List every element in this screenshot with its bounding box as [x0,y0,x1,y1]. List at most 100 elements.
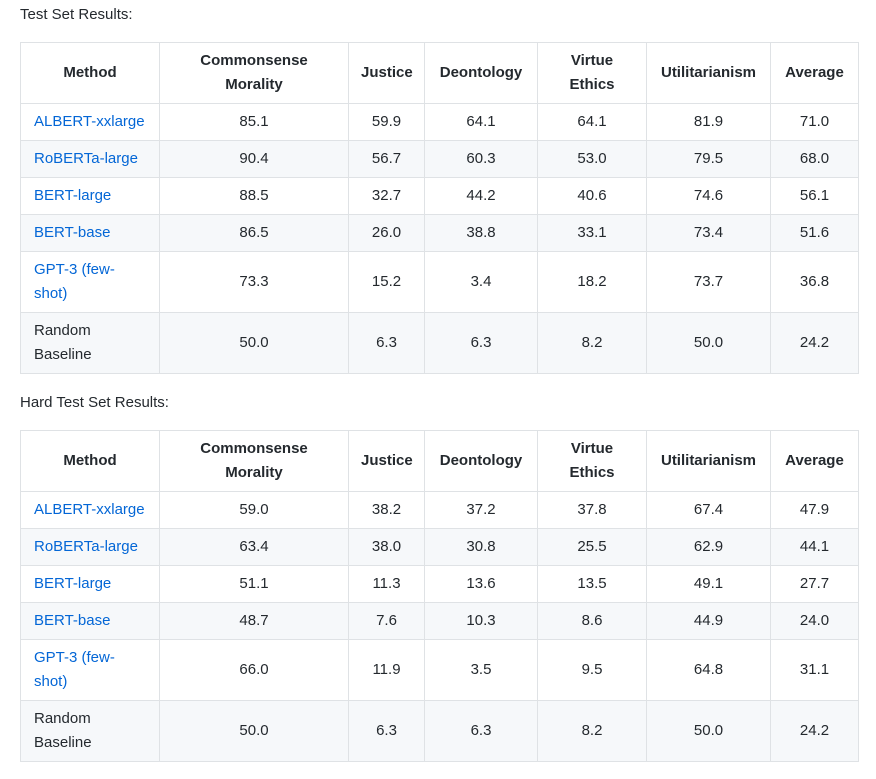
column-header-utilitarianism: Utilitarianism [646,430,771,492]
table-row: Random Baseline 50.0 6.3 6.3 8.2 50.0 24.2 [20,700,859,762]
column-header-justice: Justice [348,42,425,104]
table-row: RoBERTa-large 90.4 56.7 60.3 53.0 79.5 68.0 [20,140,859,178]
score-cell-commonsense-morality: 63.4 [159,528,349,566]
method-link[interactable]: RoBERTa-large [34,150,138,167]
method-cell[interactable]: GPT-3 (few-shot) [20,639,160,701]
method-link[interactable]: BERT-large [34,187,112,204]
score-cell-deontology: 6.3 [424,700,538,762]
score-cell-virtue-ethics: 40.6 [537,177,647,215]
column-header-commonsense-morality: Commonsense Morality [159,42,349,104]
score-cell-deontology: 10.3 [424,602,538,640]
method-cell[interactable]: BERT-large [20,565,160,603]
score-cell-virtue-ethics: 18.2 [537,251,647,313]
table-row: ALBERT-xxlarge 59.0 38.2 37.2 37.8 67.4 47.9 [20,491,859,529]
method-cell: Random Baseline [20,312,160,374]
method-link[interactable]: GPT-3 (few-shot) [34,261,115,302]
score-cell-commonsense-morality: 86.5 [159,214,349,252]
score-cell-average: 68.0 [770,140,859,178]
score-cell-virtue-ethics: 37.8 [537,491,647,529]
method-link[interactable]: ALBERT-xxlarge [34,501,145,518]
score-cell-deontology: 30.8 [424,528,538,566]
score-cell-deontology: 13.6 [424,565,538,603]
column-header-commonsense-morality: Commonsense Morality [159,430,349,492]
score-cell-deontology: 6.3 [424,312,538,374]
score-cell-utilitarianism: 81.9 [646,103,771,141]
score-cell-justice: 59.9 [348,103,425,141]
score-cell-commonsense-morality: 90.4 [159,140,349,178]
score-cell-virtue-ethics: 9.5 [537,639,647,701]
table-header-row: Method Commonsense Morality Justice Deontol… [20,42,859,104]
method-link[interactable]: ALBERT-xxlarge [34,113,145,130]
column-header-virtue-ethics: Virtue Ethics [537,42,647,104]
score-cell-justice: 56.7 [348,140,425,178]
method-cell: Random Baseline [20,700,160,762]
score-cell-justice: 6.3 [348,700,425,762]
method-cell[interactable]: ALBERT-xxlarge [20,103,160,141]
method-cell[interactable]: RoBERTa-large [20,528,160,566]
method-link[interactable]: GPT-3 (few-shot) [34,649,115,690]
score-cell-deontology: 60.3 [424,140,538,178]
score-cell-justice: 7.6 [348,602,425,640]
test-set-results-table: Method Commonsense Morality Justice Deontol… [20,42,859,374]
table-row: Random Baseline 50.0 6.3 6.3 8.2 50.0 24.2 [20,312,859,374]
column-header-utilitarianism: Utilitarianism [646,42,771,104]
score-cell-commonsense-morality: 66.0 [159,639,349,701]
method-cell[interactable]: GPT-3 (few-shot) [20,251,160,313]
method-link[interactable]: BERT-base [34,224,111,241]
score-cell-average: 44.1 [770,528,859,566]
score-cell-commonsense-morality: 50.0 [159,312,349,374]
table-row: RoBERTa-large 63.4 38.0 30.8 25.5 62.9 44.1 [20,528,859,566]
score-cell-virtue-ethics: 8.2 [537,312,647,374]
score-cell-commonsense-morality: 51.1 [159,565,349,603]
score-cell-commonsense-morality: 48.7 [159,602,349,640]
table-row: BERT-large 88.5 32.7 44.2 40.6 74.6 56.1 [20,177,859,215]
score-cell-utilitarianism: 64.8 [646,639,771,701]
method-link[interactable]: RoBERTa-large [34,538,138,555]
score-cell-justice: 38.0 [348,528,425,566]
table-row: BERT-large 51.1 11.3 13.6 13.5 49.1 27.7 [20,565,859,603]
score-cell-virtue-ethics: 33.1 [537,214,647,252]
score-cell-utilitarianism: 73.7 [646,251,771,313]
table-row: BERT-base 48.7 7.6 10.3 8.6 44.9 24.0 [20,602,859,640]
score-cell-justice: 6.3 [348,312,425,374]
method-link[interactable]: BERT-base [34,612,111,629]
column-header-method: Method [20,430,160,492]
score-cell-virtue-ethics: 53.0 [537,140,647,178]
score-cell-deontology: 3.4 [424,251,538,313]
score-cell-virtue-ethics: 8.2 [537,700,647,762]
method-link[interactable]: BERT-large [34,575,112,592]
method-cell[interactable]: ALBERT-xxlarge [20,491,160,529]
method-cell[interactable]: RoBERTa-large [20,140,160,178]
table-row: BERT-base 86.5 26.0 38.8 33.1 73.4 51.6 [20,214,859,252]
score-cell-commonsense-morality: 50.0 [159,700,349,762]
column-header-average: Average [770,42,859,104]
score-cell-justice: 26.0 [348,214,425,252]
score-cell-utilitarianism: 67.4 [646,491,771,529]
score-cell-average: 24.0 [770,602,859,640]
score-cell-justice: 15.2 [348,251,425,313]
method-cell[interactable]: BERT-base [20,602,160,640]
score-cell-virtue-ethics: 25.5 [537,528,647,566]
score-cell-virtue-ethics: 64.1 [537,103,647,141]
score-cell-commonsense-morality: 59.0 [159,491,349,529]
score-cell-utilitarianism: 73.4 [646,214,771,252]
test-set-results-label: Test Set Results: [20,6,133,23]
score-cell-average: 24.2 [770,700,859,762]
score-cell-virtue-ethics: 8.6 [537,602,647,640]
score-cell-utilitarianism: 49.1 [646,565,771,603]
table-row: ALBERT-xxlarge 85.1 59.9 64.1 64.1 81.9 71.0 [20,103,859,141]
score-cell-deontology: 64.1 [424,103,538,141]
score-cell-utilitarianism: 50.0 [646,700,771,762]
score-cell-deontology: 37.2 [424,491,538,529]
method-cell[interactable]: BERT-base [20,214,160,252]
column-header-deontology: Deontology [424,430,538,492]
method-cell[interactable]: BERT-large [20,177,160,215]
score-cell-utilitarianism: 74.6 [646,177,771,215]
table-row: GPT-3 (few-shot) 73.3 15.2 3.4 18.2 73.7 36.8 [20,251,859,313]
score-cell-utilitarianism: 44.9 [646,602,771,640]
score-cell-justice: 11.9 [348,639,425,701]
score-cell-deontology: 44.2 [424,177,538,215]
score-cell-justice: 32.7 [348,177,425,215]
score-cell-average: 24.2 [770,312,859,374]
score-cell-average: 47.9 [770,491,859,529]
